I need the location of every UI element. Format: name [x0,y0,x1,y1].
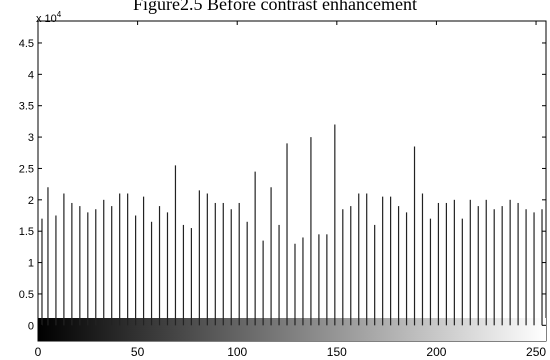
y-tick-label: 2 [28,195,34,207]
y-tick-label: 4 [28,69,34,81]
x-tick-label: 150 [327,345,347,359]
x-tick-label: 100 [227,345,247,359]
y-tick-label: 0.5 [19,289,34,301]
x-tick-label: 200 [426,345,446,359]
figure-caption: Figure2.5 Before contrast enhancement [0,0,550,15]
y-tick-label: 3.5 [19,101,34,113]
y-tick-label: 1.5 [19,226,34,238]
x-tick-label: 50 [131,345,145,359]
y-tick-label: 1 [28,258,34,270]
x-tick-label: 250 [526,345,546,359]
y-tick-label: 3 [28,132,34,144]
y-tick-label: 0 [28,320,34,332]
x-tick-label: 0 [35,345,42,359]
y-tick-label: 4.5 [19,38,34,50]
y-tick-label: 2.5 [19,163,34,175]
